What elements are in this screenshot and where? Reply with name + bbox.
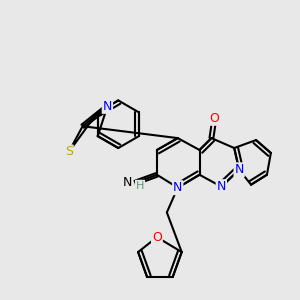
Text: N: N [217,180,226,193]
Text: S: S [65,146,73,158]
Text: N: N [173,181,182,194]
Text: H: H [136,181,144,191]
Text: O: O [152,231,162,244]
Text: O: O [209,112,219,125]
Text: N: N [122,176,132,189]
Text: N: N [235,163,244,176]
Text: N: N [103,100,112,113]
